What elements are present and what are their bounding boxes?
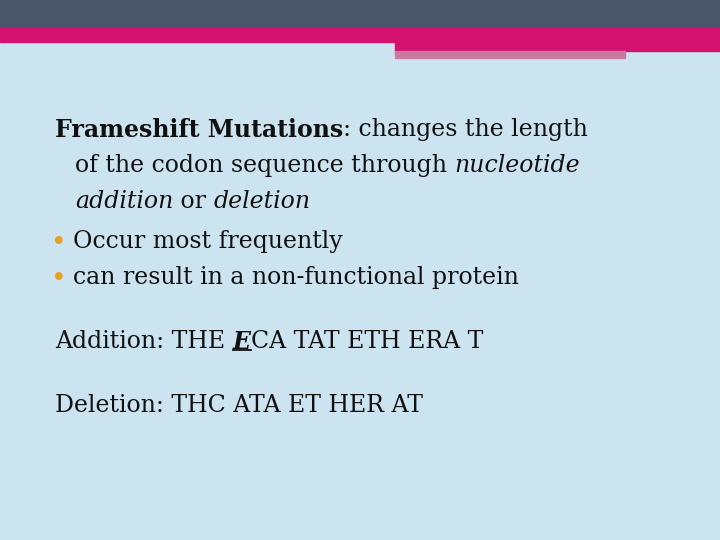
Text: of the codon sequence through: of the codon sequence through bbox=[75, 154, 454, 177]
Text: E: E bbox=[233, 330, 251, 354]
Bar bbox=[0, 0, 720, 28]
Text: can result in a non-functional protein: can result in a non-functional protein bbox=[73, 266, 519, 289]
Text: •: • bbox=[51, 230, 67, 256]
Text: Deletion: THC ATA ET HER AT: Deletion: THC ATA ET HER AT bbox=[55, 394, 423, 417]
Text: : changes the length: : changes the length bbox=[343, 118, 588, 141]
Text: nucleotide: nucleotide bbox=[454, 154, 580, 177]
Text: CA TAT ETH ERA T: CA TAT ETH ERA T bbox=[251, 330, 483, 353]
Text: •: • bbox=[51, 266, 67, 292]
Text: or: or bbox=[174, 190, 214, 213]
Bar bbox=[395, 51, 625, 58]
Text: Occur most frequently: Occur most frequently bbox=[73, 230, 343, 253]
Text: deletion: deletion bbox=[214, 190, 311, 213]
Text: Frameshift Mutations: Frameshift Mutations bbox=[55, 118, 343, 142]
Bar bbox=[0, 28, 720, 42]
Text: addition: addition bbox=[75, 190, 174, 213]
Text: Addition: THE: Addition: THE bbox=[55, 330, 233, 353]
Bar bbox=[395, 42, 720, 51]
